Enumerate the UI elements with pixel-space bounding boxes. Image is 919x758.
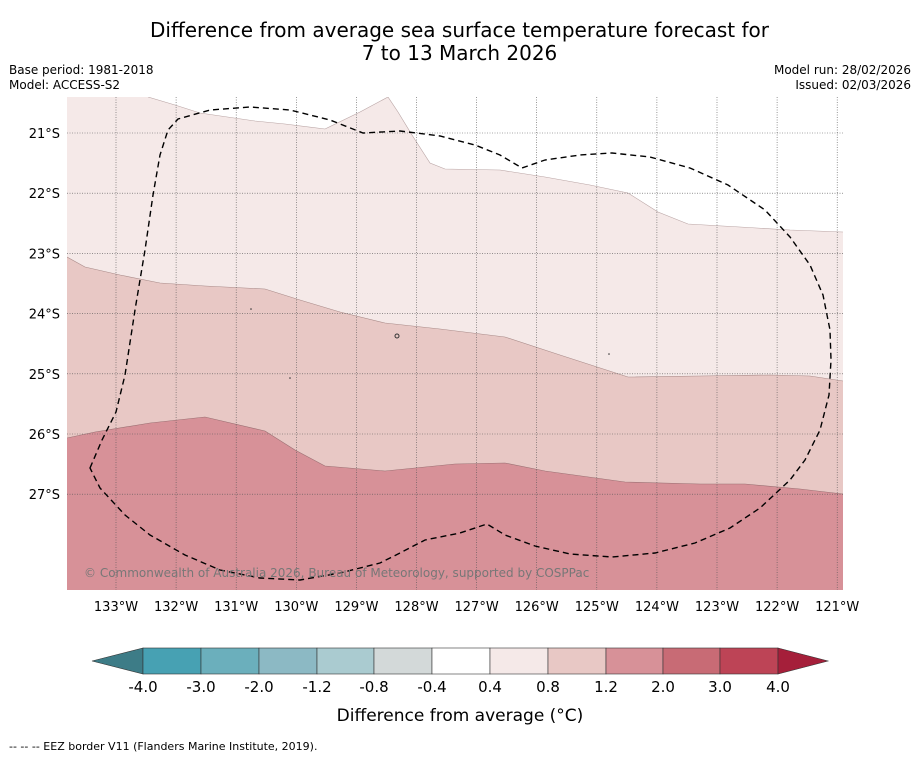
colorbar-tick-label: -1.2 [302, 678, 331, 696]
issued-date: Issued: 02/03/2026 [795, 78, 911, 92]
colorbar-extend-low [91, 647, 144, 675]
longitude-label: 129°W [334, 600, 378, 615]
longitude-label: 133°W [94, 600, 138, 615]
latitude-label: 27°S [29, 488, 60, 503]
longitude-label: 126°W [515, 600, 559, 615]
anomaly-band-near-average [148, 97, 843, 232]
map-area [67, 97, 843, 590]
colorbar-bin [316, 647, 375, 675]
latitude-label: 26°S [29, 428, 60, 443]
latitude-axis: 21°S 22°S 23°S 24°S 25°S 26°S 27°S [29, 127, 60, 503]
colorbar-ticks: -4.0 -3.0 -2.0 -1.2 -0.8 -0.4 0.4 0.8 1.2 2.0 3.0 4… [128, 678, 790, 696]
colorbar-tick-label: -0.4 [417, 678, 446, 696]
colorbar-bin [662, 647, 721, 675]
longitude-label: 122°W [755, 600, 799, 615]
colorbar-bin [547, 647, 607, 675]
colorbar-tick-label: 0.4 [478, 678, 502, 696]
colorbar-bin [373, 647, 433, 675]
colorbar-bin [605, 647, 664, 675]
colorbar-title: Difference from average (°C) [337, 706, 584, 726]
copyright-text: © Commonwealth of Australia 2026, Bureau… [84, 566, 589, 580]
longitude-label: 125°W [575, 600, 619, 615]
colorbar-tick-label: 1.2 [594, 678, 618, 696]
colorbar-bin [258, 647, 318, 675]
colorbar-tick-label: -4.0 [128, 678, 157, 696]
latitude-label: 21°S [29, 127, 60, 142]
chart-title-line1: Difference from average sea surface temp… [149, 18, 769, 42]
eez-border-line [89, 106, 832, 581]
island-marker [394, 333, 400, 339]
colorbar-tick-label: 2.0 [651, 678, 675, 696]
colorbar-extend-high [777, 647, 830, 675]
chart-title-line2: 7 to 13 March 2026 [361, 41, 558, 65]
longitude-label: 123°W [695, 600, 739, 615]
latitude-label: 22°S [29, 187, 60, 202]
colorbar-tick-label: 4.0 [766, 678, 790, 696]
anomaly-band-1.2-2.0 [67, 417, 843, 590]
colorbar-tick-label: -2.0 [244, 678, 273, 696]
colorbar-bin [200, 647, 260, 675]
colorbar-bin [431, 647, 491, 675]
island-marker [250, 308, 252, 310]
colorbar [91, 647, 830, 675]
model-run: Model run: 28/02/2026 [773, 63, 911, 77]
model-name: Model: ACCESS-S2 [9, 78, 121, 92]
base-period: Base period: 1981-2018 [9, 63, 154, 77]
longitude-label: 128°W [394, 600, 438, 615]
latitude-label: 23°S [29, 247, 60, 262]
longitude-label: 130°W [274, 600, 318, 615]
latitude-label: 25°S [29, 368, 60, 383]
colorbar-tick-label: 3.0 [708, 678, 732, 696]
colorbar-tick-label: 0.8 [536, 678, 560, 696]
eez-footnote: -- -- -- EEZ border V11 (Flanders Marine… [9, 740, 318, 753]
colorbar-bin [489, 647, 549, 675]
colorbar-tick-label: -3.0 [186, 678, 215, 696]
colorbar-tick-label: -0.8 [359, 678, 388, 696]
colorbar-bin [719, 647, 779, 675]
longitude-label: 124°W [635, 600, 679, 615]
longitude-label: 132°W [154, 600, 198, 615]
graticule [67, 97, 843, 590]
colorbar-bin [142, 647, 202, 675]
longitude-label: 121°W [815, 600, 859, 615]
latitude-label: 24°S [29, 308, 60, 323]
longitude-axis: 133°W 132°W 131°W 130°W 129°W 128°W 127°W 126°W… [94, 600, 860, 615]
island-marker [289, 377, 291, 379]
island-marker [608, 353, 610, 355]
longitude-label: 131°W [214, 600, 258, 615]
longitude-label: 127°W [455, 600, 499, 615]
